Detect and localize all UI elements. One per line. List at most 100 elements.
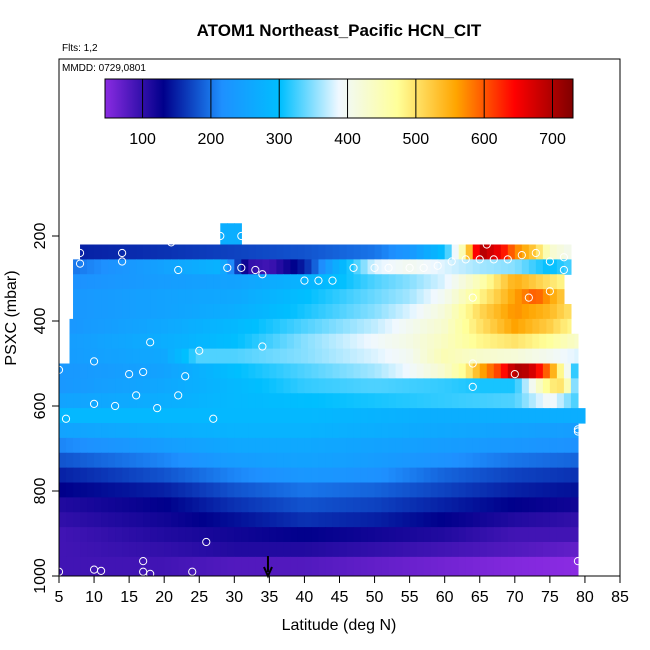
heatmap-cell [73, 304, 81, 320]
heatmap-cell [150, 363, 158, 379]
heatmap-cell [395, 304, 404, 320]
heatmap-cell [241, 408, 249, 424]
heatmap-cell [493, 244, 502, 260]
heatmap-cell [136, 408, 144, 424]
heatmap-cell [430, 497, 439, 513]
heatmap-cell [80, 437, 88, 454]
heatmap-cell [388, 393, 397, 409]
heatmap-cell [437, 378, 446, 394]
heatmap-cell [213, 437, 221, 454]
heatmap-cell [339, 497, 348, 513]
heatmap-cell [213, 363, 221, 379]
heatmap-cell [381, 452, 390, 469]
heatmap-cell [227, 304, 235, 320]
heatmap-cell [350, 333, 358, 350]
heatmap-cell [297, 363, 306, 379]
heatmap-cell [73, 378, 81, 394]
heatmap-cell [122, 393, 130, 409]
heatmap-cell [346, 408, 355, 424]
heatmap-cell [122, 363, 130, 379]
heatmap-cell [118, 318, 127, 335]
heatmap-cell [248, 244, 256, 260]
heatmap-cell [451, 304, 460, 320]
heatmap-cell [206, 556, 214, 576]
heatmap-cell [108, 259, 116, 275]
sample-point [468, 359, 477, 368]
heatmap-cell [318, 467, 327, 484]
heatmap-cell [276, 556, 284, 576]
heatmap-cell [395, 378, 404, 394]
heatmap-cell [262, 542, 270, 558]
heatmap-cell [185, 482, 193, 498]
sample-points [59, 231, 583, 576]
heatmap-cell [574, 333, 579, 350]
heatmap-cell [304, 527, 313, 543]
heatmap-cell [332, 378, 341, 394]
heatmap-cell [206, 512, 214, 528]
heatmap-cell [129, 467, 137, 484]
heatmap-cell [353, 378, 362, 394]
heatmap-cell [374, 289, 383, 305]
heatmap-cell [570, 497, 579, 513]
heatmap-cell [553, 333, 561, 350]
heatmap-cell [360, 259, 369, 275]
heatmap-cell [178, 497, 186, 513]
heatmap-cell [430, 512, 439, 528]
heatmap-cell [199, 363, 207, 379]
heatmap-cell [111, 348, 120, 365]
heatmap-cell [563, 437, 572, 454]
heatmap-cell [357, 348, 365, 365]
heatmap-cell [486, 482, 495, 498]
heatmap-cell [262, 304, 270, 320]
sample-point [146, 569, 155, 576]
heatmap-cell [129, 482, 137, 498]
heatmap-cell [423, 497, 432, 513]
heatmap-cell [230, 333, 239, 350]
heatmap-cell [234, 452, 242, 469]
heatmap-cell [458, 437, 467, 454]
heatmap-cell [521, 423, 530, 439]
heatmap-cell [318, 542, 327, 558]
sample-point [328, 276, 337, 285]
heatmap-cell [304, 512, 313, 528]
heatmap-cell [430, 378, 439, 394]
heatmap-cell [150, 437, 158, 454]
heatmap-cell [94, 527, 102, 543]
heatmap-cell [108, 452, 116, 469]
heatmap-cell [378, 333, 386, 350]
heatmap-cell [227, 482, 235, 498]
heatmap-cell [535, 497, 544, 513]
heatmap-cell [213, 378, 221, 394]
heatmap-cell [171, 527, 179, 543]
sample-point [89, 399, 99, 408]
heatmap-cell [157, 393, 165, 409]
heatmap-cell [94, 556, 102, 576]
heatmap-cell [507, 482, 516, 498]
heatmap-cell [528, 542, 537, 558]
heatmap-cell [556, 244, 565, 260]
heatmap-cell [206, 437, 214, 454]
heatmap-cell [500, 378, 509, 394]
heatmap-cell [220, 556, 228, 576]
heatmap-cell [220, 244, 228, 260]
heatmap-cell [451, 393, 460, 409]
colorbar-tick-label: 600 [471, 131, 498, 148]
heatmap-cell [507, 259, 516, 275]
heatmap-cell [430, 423, 439, 439]
heatmap-cell [90, 348, 99, 365]
heatmap-cell [283, 259, 292, 275]
heatmap-cell [241, 482, 249, 498]
heatmap-cell [528, 556, 537, 576]
heatmap-cell [500, 497, 509, 513]
heatmap-cell [535, 482, 544, 498]
heatmap-cell [276, 393, 284, 409]
heatmap-cell [178, 542, 186, 558]
heatmap-cell [360, 289, 369, 305]
heatmap-cell [374, 244, 383, 260]
heatmap-cell [195, 348, 204, 365]
heatmap-cell [430, 289, 439, 305]
heatmap-cell [318, 363, 327, 379]
heatmap-cell [437, 244, 446, 260]
heatmap-cell [185, 289, 193, 305]
heatmap-cell [234, 408, 242, 424]
